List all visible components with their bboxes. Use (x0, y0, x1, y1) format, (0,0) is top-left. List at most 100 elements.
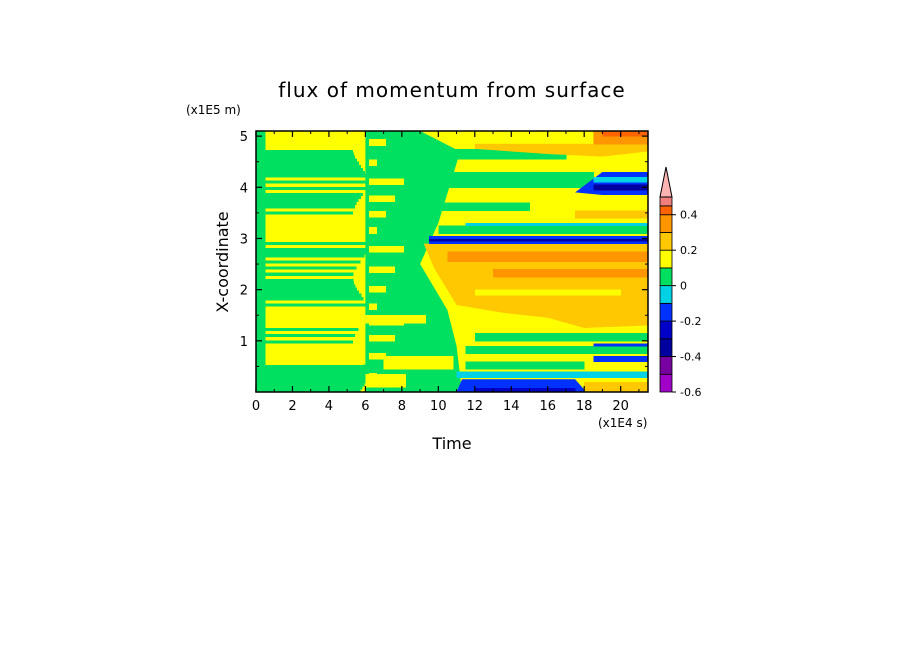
field-cell (429, 238, 648, 242)
x-tick-label: 16 (539, 399, 556, 414)
field-cell (369, 139, 386, 146)
colorbar-swatch (659, 285, 673, 304)
x-tick-label: 10 (430, 399, 447, 414)
field-cell (256, 370, 368, 375)
field-cell (256, 152, 354, 157)
field-cell (369, 227, 377, 234)
colorbar-swatch (659, 338, 673, 357)
colorbar-label: -0.6 (680, 386, 701, 399)
field-cell (256, 131, 361, 135)
field-cell (256, 299, 366, 304)
colorbar-swatch (659, 267, 673, 287)
field-cell (256, 385, 363, 390)
field-cell (593, 356, 648, 362)
field-cell (584, 381, 648, 392)
colorbar-label: 0 (680, 280, 687, 293)
colorbar: 0.4 0.2 0 -0.2 -0.4 -0.6 (659, 166, 701, 399)
y-tick-label: 1 (240, 335, 248, 350)
x-tick-label: 14 (503, 399, 520, 414)
x-unit-label: (x1E4 s) (598, 416, 647, 430)
field-cell (256, 263, 359, 267)
field-cell (256, 158, 357, 163)
field-cell (256, 367, 367, 372)
field-cell (256, 137, 357, 141)
chart-title: flux of momentum from surface (278, 78, 625, 102)
field-cell (256, 306, 368, 310)
field-cell (256, 259, 361, 264)
field-cell (256, 223, 357, 227)
field-cell (369, 266, 396, 273)
field-cell (256, 198, 359, 203)
x-axis-label: Time (431, 434, 471, 453)
field-cell (465, 345, 648, 355)
field-cell (456, 371, 648, 379)
field-cell (256, 342, 354, 347)
colorbar-label: 0.2 (680, 244, 698, 257)
field-cell (465, 361, 585, 370)
y-ticks: 1 2 3 4 5 (240, 130, 648, 367)
field-cell (256, 333, 355, 338)
field-cell (256, 324, 361, 329)
x-ticks: 0 2 4 6 8 10 12 14 16 18 20 (252, 131, 640, 414)
field-cell (438, 202, 530, 211)
y-tick-label: 5 (240, 130, 248, 145)
y-tick-label: 2 (240, 284, 248, 299)
colorbar-swatch (659, 373, 673, 393)
field-cell (369, 334, 396, 342)
colorbar-label: -0.2 (680, 315, 701, 328)
field-cell (256, 143, 354, 147)
field-cell (256, 352, 358, 356)
field-cell (465, 223, 648, 227)
field-cell (256, 309, 368, 313)
field-cell (256, 204, 355, 209)
field-cell (256, 201, 357, 206)
field-cell (256, 207, 354, 212)
field-cell (256, 315, 367, 319)
colorbar-swatch (659, 205, 673, 216)
y-unit-label: (x1E5 m) (186, 103, 241, 117)
field-cell (474, 289, 622, 296)
field-cell (593, 177, 648, 183)
x-tick-label: 2 (288, 399, 296, 414)
x-tick-label: 6 (361, 399, 369, 414)
field-cell (256, 173, 367, 178)
field-cell (256, 220, 356, 224)
field-cell (256, 330, 357, 335)
field-cell (256, 189, 365, 193)
field-cell (256, 177, 368, 181)
x-tick-label: 18 (576, 399, 593, 414)
field-cell (256, 358, 362, 362)
x-tick-label: 20 (612, 399, 629, 414)
field-cell (256, 339, 354, 344)
field-cell (256, 229, 362, 233)
field-cell (369, 159, 377, 167)
colorbar-swatch (659, 214, 673, 233)
field-cell (256, 164, 362, 169)
field-cell (256, 195, 361, 200)
field-cell (256, 256, 363, 261)
field-cell (256, 226, 360, 230)
field-cell (602, 131, 648, 137)
field-cell (256, 382, 365, 387)
field-cell (256, 183, 368, 187)
field-cell (369, 178, 405, 186)
x-tick-label: 8 (398, 399, 406, 414)
field-cell (256, 146, 354, 150)
field-cell (256, 336, 354, 341)
field-cell (256, 180, 368, 184)
field-cell (256, 247, 368, 252)
field-cell (256, 318, 365, 322)
field-cell (369, 246, 405, 253)
field-region (423, 243, 648, 329)
field-cell (256, 272, 354, 276)
colorbar-label: 0.4 (680, 209, 698, 222)
colorbar-swatch (659, 196, 673, 207)
field-cell (369, 210, 386, 218)
field-cell (369, 285, 386, 293)
field-cell (365, 374, 407, 388)
field-cell (256, 296, 364, 301)
plot-frame (255, 130, 649, 393)
field-cell (256, 355, 360, 359)
x-tick-label: 4 (325, 399, 333, 414)
